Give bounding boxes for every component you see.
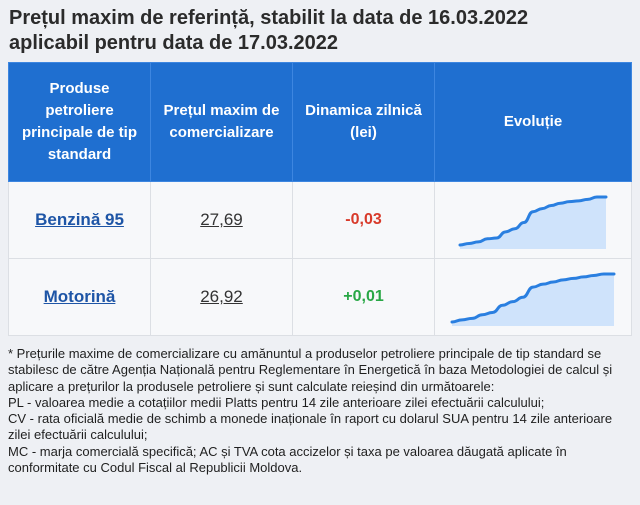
price-cell: 26,92 (150, 258, 293, 336)
footnotes: * Prețurile maxime de comercializare cu … (8, 346, 632, 476)
trend-sparkline-motorina[interactable] (450, 268, 616, 326)
table-header-row: Produse petroliere principale de tip sta… (8, 62, 632, 182)
footnote-pl: PL - valoarea medie a cotațiilor medii P… (8, 394, 545, 410)
daily-change-value: -0,03 (345, 211, 382, 228)
table-row: Benzină 95 27,69 -0,03 (8, 181, 632, 259)
product-link-motorina[interactable]: Motorină (43, 287, 116, 306)
table-row: Motorină 26,92 +0,01 (8, 258, 632, 336)
change-cell: -0,03 (292, 181, 435, 259)
footnote-cv: CV - rata oficială medie de schimb a mon… (8, 411, 613, 443)
change-cell: +0,01 (292, 258, 435, 336)
price-value[interactable]: 26,92 (200, 287, 243, 306)
daily-change-value: +0,01 (343, 288, 384, 305)
page-title-line-2: aplicabil pentru data de 17.03.2022 (9, 32, 339, 54)
page-title: Prețul maxim de referință, stabilit la d… (9, 6, 632, 56)
price-cell: 27,69 (150, 181, 293, 259)
price-table: Produse petroliere principale de tip sta… (8, 62, 632, 336)
trend-sparkline-benzina[interactable] (458, 191, 608, 249)
trend-cell (434, 181, 632, 259)
sparkline-line (450, 272, 616, 324)
header-products: Produse petroliere principale de tip sta… (8, 62, 151, 182)
price-value[interactable]: 27,69 (200, 210, 243, 229)
header-evolution: Evoluție (434, 62, 632, 182)
product-link-benzina-95[interactable]: Benzină 95 (35, 210, 124, 229)
header-max-price: Prețul maxim de comercializare (150, 62, 293, 182)
page-title-line-1: Prețul maxim de referință, stabilit la d… (9, 7, 529, 29)
footnote-intro: * Prețurile maxime de comercializare cu … (8, 346, 613, 394)
product-cell: Benzină 95 (8, 181, 151, 259)
header-daily-change: Dinamica zilnică (lei) (292, 62, 435, 182)
sparkline-line (458, 195, 608, 247)
product-cell: Motorină (8, 258, 151, 336)
sparkline-area (460, 197, 606, 249)
trend-cell (434, 258, 632, 336)
footnote-mc: MC - marja comercială specifică; AC și T… (8, 443, 567, 476)
